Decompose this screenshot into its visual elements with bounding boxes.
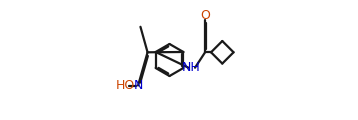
Text: HO: HO [115, 79, 135, 92]
Text: O: O [200, 9, 210, 22]
Text: N: N [134, 79, 143, 92]
Text: NH: NH [182, 61, 201, 74]
